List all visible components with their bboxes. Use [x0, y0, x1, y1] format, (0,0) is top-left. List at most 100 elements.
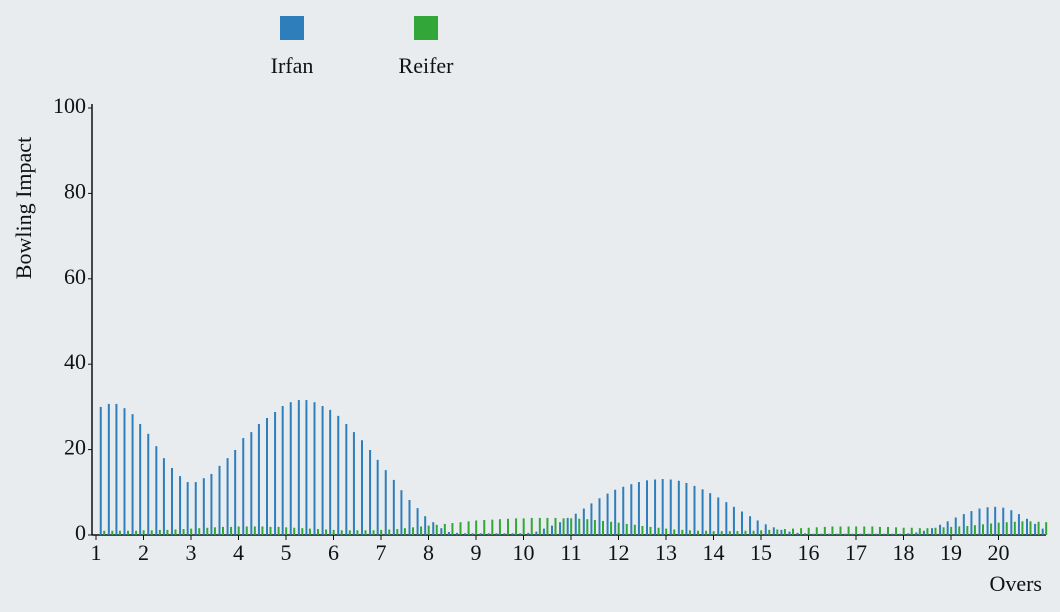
x-tick-label: 9	[471, 540, 482, 565]
bar	[657, 527, 660, 535]
bar	[554, 517, 557, 535]
bar	[182, 529, 185, 535]
bar	[764, 524, 767, 535]
bar	[424, 516, 427, 535]
bar	[574, 513, 577, 535]
bar	[994, 506, 997, 535]
bar	[202, 478, 205, 535]
bar	[614, 489, 617, 535]
bar	[118, 530, 121, 535]
bar	[479, 533, 482, 535]
bar	[186, 482, 189, 535]
bar	[688, 530, 691, 535]
bar	[800, 528, 803, 535]
bar	[610, 521, 613, 535]
bar	[772, 527, 775, 535]
bar	[887, 526, 889, 535]
bar	[562, 518, 565, 535]
bar	[289, 402, 292, 535]
bar	[107, 403, 110, 535]
bar	[720, 531, 723, 535]
x-tick-label: 15	[750, 540, 772, 565]
bar	[158, 529, 161, 535]
bar	[475, 520, 478, 535]
bar	[1045, 522, 1048, 535]
bar	[234, 450, 237, 535]
bar	[171, 467, 173, 535]
bar	[685, 482, 688, 535]
bar	[237, 526, 240, 535]
bar	[369, 450, 372, 535]
bar	[768, 529, 771, 535]
x-tick-label: 2	[138, 540, 149, 565]
bar	[602, 520, 604, 535]
bar	[804, 533, 807, 535]
bar	[230, 526, 233, 535]
bar	[641, 526, 644, 535]
bar	[950, 526, 953, 535]
bar	[308, 528, 311, 535]
bar	[931, 528, 933, 535]
bar	[103, 530, 106, 535]
bar	[174, 529, 177, 535]
x-tick-label: 10	[513, 540, 535, 565]
bar	[827, 533, 830, 535]
bar	[855, 526, 858, 535]
bar	[883, 533, 886, 535]
bar	[115, 403, 118, 535]
bar	[559, 522, 562, 535]
bar	[435, 524, 438, 535]
bar	[206, 527, 209, 535]
y-tick-label: 20	[64, 435, 86, 460]
bar	[396, 529, 399, 535]
x-tick-label: 7	[376, 540, 387, 565]
bar	[590, 503, 593, 535]
bar	[1026, 518, 1028, 535]
bar	[1041, 528, 1044, 535]
bar	[617, 522, 620, 535]
x-tick-label: 4	[233, 540, 244, 565]
bar	[147, 433, 150, 535]
bar	[194, 482, 197, 535]
bar	[361, 440, 363, 535]
bar	[867, 533, 870, 535]
bar	[257, 423, 260, 535]
bar	[669, 479, 672, 535]
bar	[511, 533, 514, 535]
bar	[788, 531, 791, 535]
bar	[958, 526, 961, 535]
bar	[1021, 521, 1024, 535]
bar	[400, 490, 403, 535]
bar	[915, 532, 918, 535]
bar	[859, 533, 862, 535]
y-tick-label: 60	[64, 264, 86, 289]
bar	[127, 530, 129, 535]
bar	[111, 530, 114, 535]
bar	[812, 533, 815, 535]
x-tick-label: 19	[940, 540, 962, 565]
legend-label: Irfan	[271, 53, 314, 78]
bar	[673, 529, 676, 535]
bar	[522, 518, 525, 535]
bar	[776, 529, 779, 535]
bar	[345, 423, 348, 535]
bar	[222, 526, 224, 535]
bar	[844, 533, 847, 535]
bar	[190, 528, 193, 535]
bar	[432, 522, 435, 535]
bar	[831, 526, 834, 535]
x-tick-label: 12	[608, 540, 630, 565]
bar	[863, 526, 866, 535]
bar	[155, 446, 158, 535]
x-axis-label: Overs	[989, 571, 1042, 596]
bar	[752, 530, 755, 535]
bar	[966, 526, 969, 535]
bar	[317, 529, 319, 535]
bar	[744, 530, 747, 535]
bar	[352, 432, 355, 535]
bar	[495, 533, 498, 535]
bar	[630, 484, 633, 535]
bar	[380, 529, 383, 535]
x-tick-label: 18	[893, 540, 915, 565]
bar	[325, 529, 328, 535]
